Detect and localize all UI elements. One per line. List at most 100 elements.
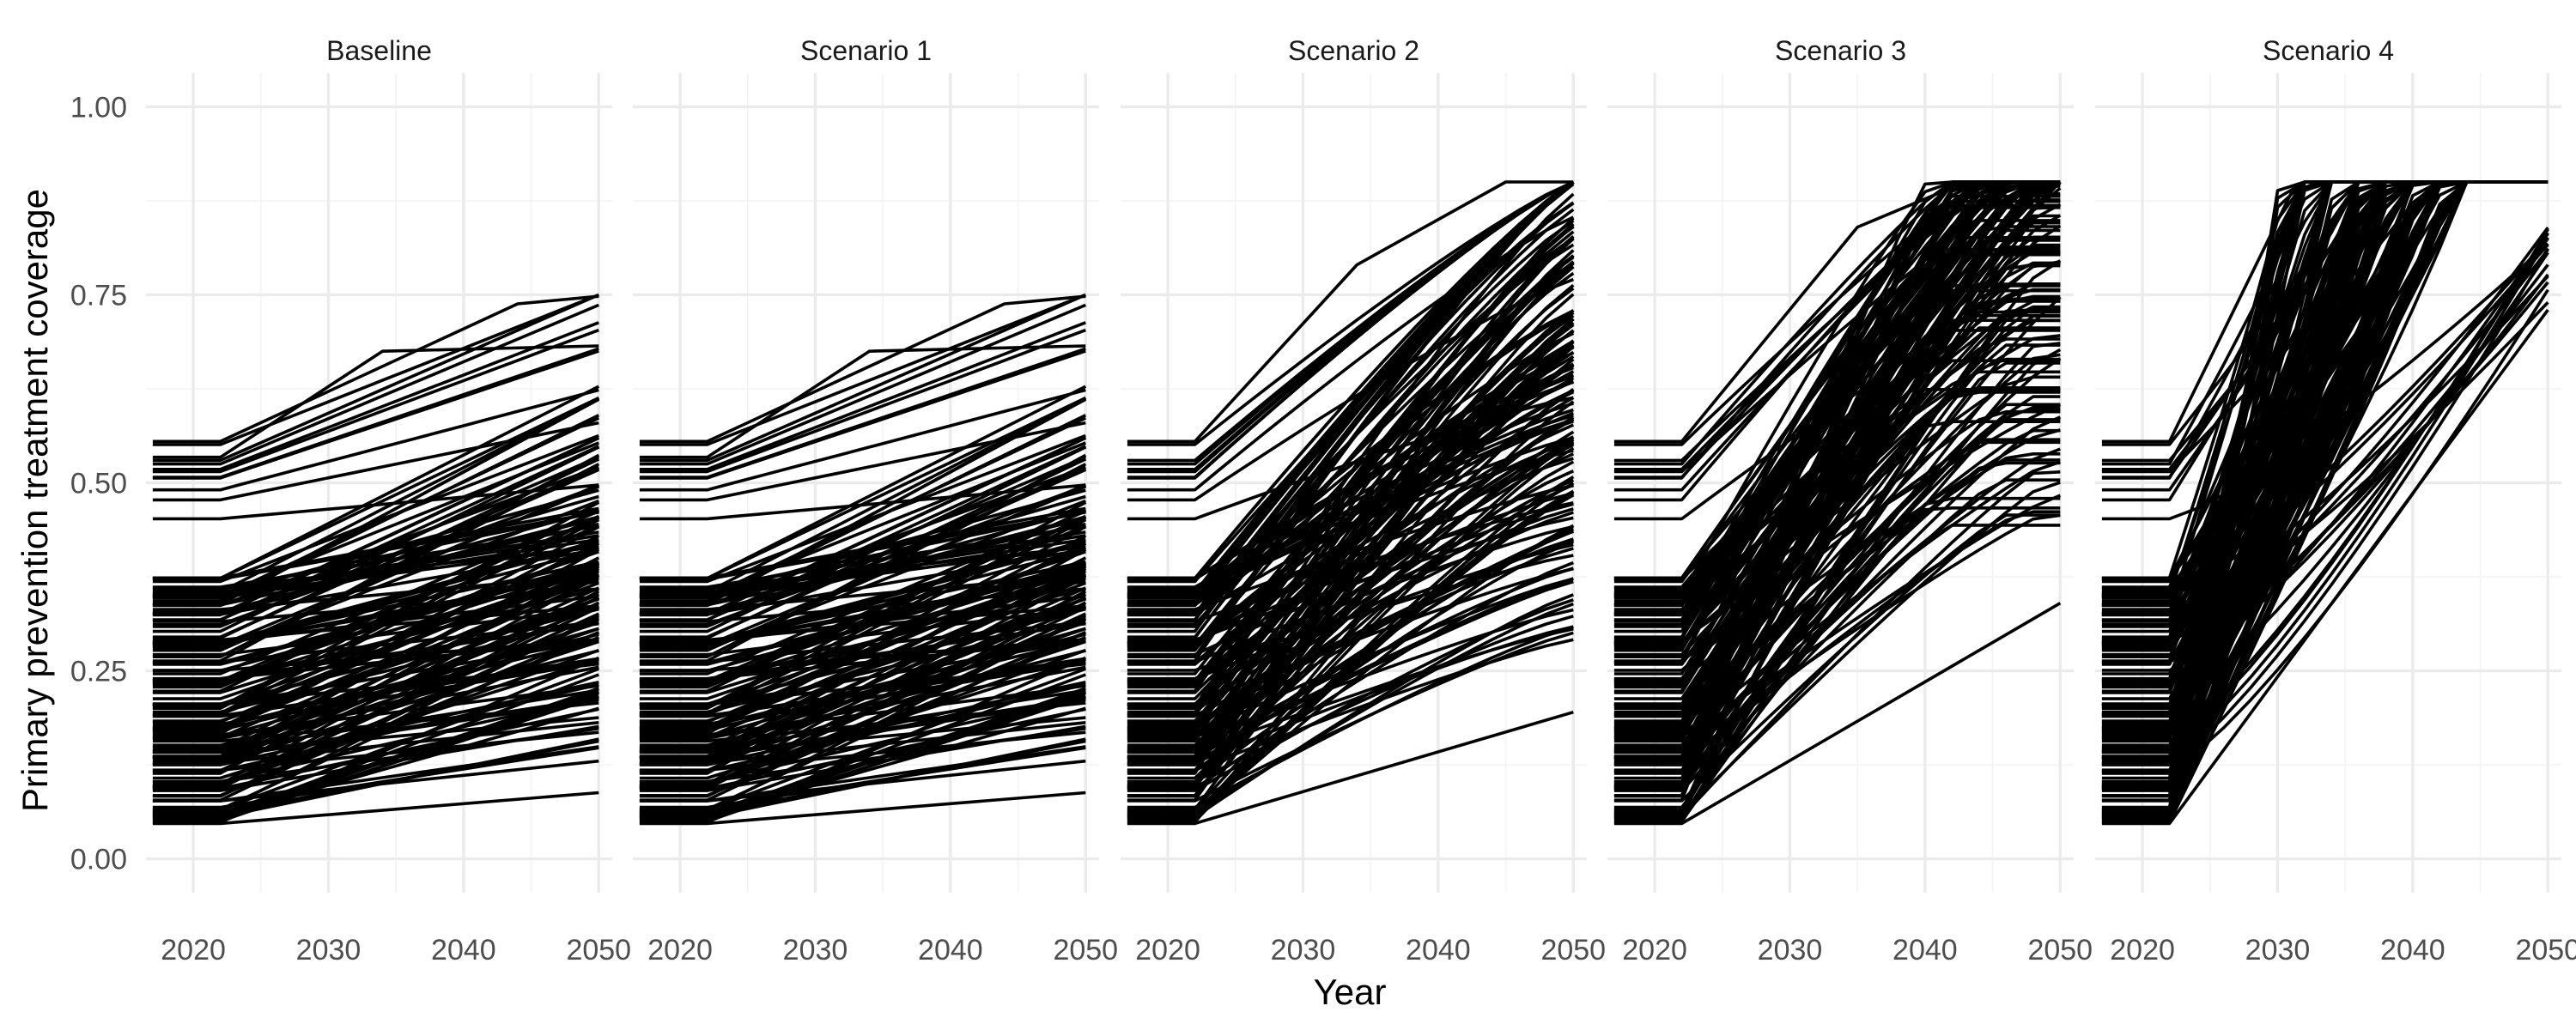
x-tick-label: 2050: [2027, 934, 2093, 966]
series-line: [152, 511, 599, 581]
series-line: [1127, 364, 1575, 648]
series-line: [1613, 260, 2061, 581]
series-line: [1613, 391, 2061, 707]
y-axis: 0.00 0.25 0.50 0.75 1.00: [70, 91, 127, 876]
series-line: [1127, 602, 1574, 815]
series-line: [1127, 256, 1575, 676]
x-tick-label: 2020: [1135, 934, 1200, 966]
series-line: [1127, 234, 1575, 736]
series-line: [152, 716, 599, 754]
series-line: [152, 562, 600, 775]
series-line: [2101, 242, 2549, 521]
series-line: [1613, 261, 2061, 664]
series-line: [1127, 438, 1575, 766]
series-line: [1613, 252, 2061, 580]
series-line: [639, 537, 1086, 600]
series-line: [1127, 180, 1575, 474]
series-line: [639, 397, 1087, 607]
x-tick-label: 2030: [783, 934, 848, 966]
x-tick-label: 2050: [2515, 934, 2576, 966]
series-line: [1127, 460, 1575, 780]
x-tick-label: 2020: [647, 934, 713, 966]
series-line: [1613, 295, 2062, 787]
series-line: [1613, 180, 2061, 689]
series-line: [1613, 348, 2062, 823]
series-line: [1127, 215, 1575, 492]
x-tick-label: 2020: [2110, 934, 2175, 966]
y-tick-label: 1.00: [70, 91, 127, 124]
x-tick-label: 2040: [2380, 934, 2445, 966]
series-line: [1613, 329, 2061, 780]
series-line: [1613, 510, 2061, 765]
series-line: [639, 724, 1086, 792]
series-line: [639, 680, 1086, 766]
series-line: [152, 396, 600, 580]
series-line: [152, 684, 599, 736]
panel-2: Scenario 1 2020 2030 2040 2050: [633, 35, 1118, 966]
series-line: [152, 745, 599, 803]
series-line: [1613, 236, 2061, 648]
series-line: [1613, 306, 2061, 766]
series-line: [152, 616, 599, 714]
series-line: [1127, 710, 1574, 826]
series-line: [639, 436, 1087, 617]
series-line: [639, 684, 1086, 736]
series-line: [639, 562, 1087, 775]
panel-title: Scenario 2: [1288, 35, 1419, 66]
series-line: [152, 303, 599, 466]
x-axis-title: Year: [1314, 972, 1387, 1012]
series-line: [2101, 281, 2549, 657]
series-line: [1127, 615, 1574, 784]
series-line: [639, 616, 1086, 714]
series-line: [1127, 180, 1574, 444]
series-line: [1127, 249, 1575, 775]
x-tick-label: 2030: [1271, 934, 1336, 966]
series-line: [639, 534, 1087, 736]
series-line: [152, 564, 599, 673]
y-tick-label: 0.75: [70, 279, 127, 312]
series-line: [639, 509, 1087, 676]
x-tick-label: 2020: [161, 934, 226, 966]
panel-4: Scenario 3 2020 2030 2040 2050: [1607, 35, 2093, 966]
series-line: [1127, 542, 1574, 681]
series-line: [1127, 441, 1575, 812]
series-line: [152, 638, 599, 681]
series-line: [1127, 236, 1575, 647]
series-line: [1127, 293, 1575, 789]
series-line: [152, 524, 600, 689]
series-line: [2101, 232, 2549, 681]
series-line: [639, 294, 1086, 444]
series-line: [2101, 236, 2549, 754]
x-tick-label: 2040: [1893, 934, 1958, 966]
series-line: [152, 597, 599, 723]
series-line: [639, 328, 1086, 474]
series-line: [1127, 208, 1575, 639]
series-line: [1127, 396, 1574, 521]
x-tick-label: 2040: [1406, 934, 1471, 966]
y-tick-label: 0.50: [70, 468, 127, 500]
series-line: [152, 468, 600, 639]
x-tick-label: 2040: [918, 934, 983, 966]
series-line: [639, 564, 1086, 673]
series-line: [639, 293, 1086, 446]
series-line: [152, 499, 599, 651]
x-tick-label: 2030: [1758, 934, 1823, 966]
series-line: [639, 638, 1086, 681]
series-line: [152, 516, 600, 683]
panel-title: Scenario 1: [800, 35, 932, 66]
series-line: [639, 347, 1086, 479]
panel-5: Scenario 4 2020 2030 2040 2050: [2095, 35, 2576, 966]
series-line: [152, 606, 599, 657]
x-tick-label: 2030: [2245, 934, 2311, 966]
series-line: [1613, 602, 2062, 826]
y-tick-label: 0.25: [70, 656, 127, 688]
series-line: [1613, 310, 2061, 818]
x-tick-label: 2040: [431, 934, 496, 966]
series-line: [152, 791, 599, 826]
series-line: [152, 546, 600, 716]
series-line: [639, 759, 1086, 803]
series-line: [639, 468, 1087, 639]
series-line: [1127, 192, 1575, 709]
series-line: [639, 746, 1086, 809]
series-line: [152, 680, 599, 766]
